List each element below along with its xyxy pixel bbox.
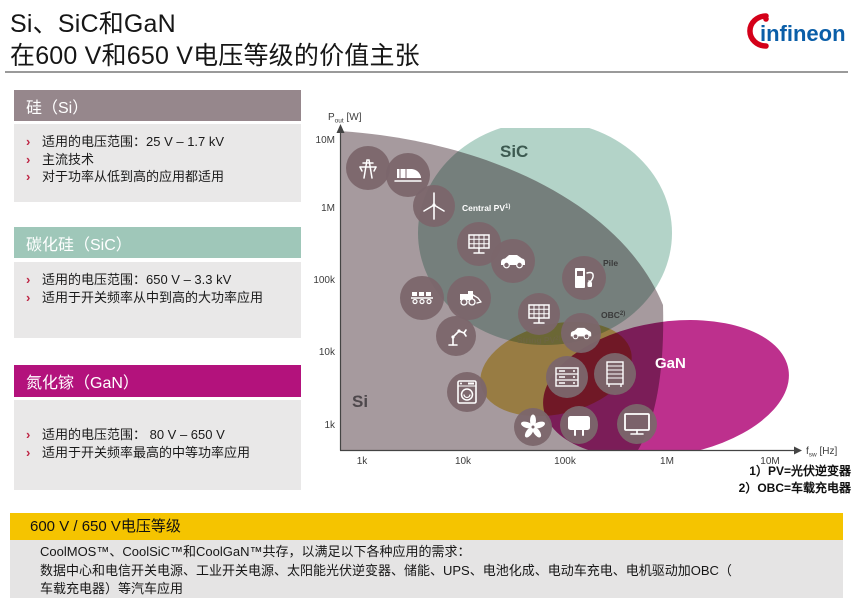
central-pv-label: Central PV1) [462,203,510,213]
bullet-text: 适用于开关频率从中到高的大功率应用 [42,289,264,305]
panel-gan-body: › 适用的电压范围： 80 V – 650 V › 适用于开关频率最高的中等功率… [14,400,301,490]
bullet-text: 对于功率从低到高的应用都适用 [42,169,225,184]
body-line: 车载充电器）等汽车应用 [40,581,184,596]
fan-icon [514,408,552,446]
wind-turbine-icon [413,185,455,227]
page-title: Si、SiC和GaN [10,10,176,38]
footnote-pv: 1）PV=光伏逆变器 [749,463,852,478]
logo-text: infineon [760,21,846,46]
panel-si-body: › 适用的电压范围：25 V – 1.7 kV › 主流技术 › 对于功率从低到… [14,124,301,202]
body-line: CoolMOS™、CoolSiC™和CoolGaN™共存，以满足以下各种应用的需… [40,544,471,559]
footnote-obc: 2）OBC=车载充电器 [739,480,852,495]
server-tower-icon [594,353,636,395]
x-tick: 10M [760,456,779,467]
list-item: › 适用的电压范围：650 V – 3.3 kV [24,271,293,289]
logo-dot-icon [763,16,769,22]
list-item: › 适用的电压范围：25 V – 1.7 kV [24,133,293,151]
panel-sic-header: 碳化硅（SiC） [14,227,301,258]
y-tick: 10k [319,347,336,358]
wheel-loader-icon [447,276,491,320]
header-divider [5,71,848,73]
y-tick: 1M [321,203,335,214]
y-axis-label: Pout [W] [328,112,362,125]
ev-charging-pile-icon [562,256,606,300]
panel-si-header: 硅（Si） [14,90,301,121]
power-adapter-icon [560,406,598,444]
conveyor-icon [400,276,444,320]
y-tick: 1k [324,420,336,431]
list-item: › 对于功率从低到高的应用都适用 [24,168,293,186]
bullet-text: 适用的电压范围： 80 V – 650 V [42,427,225,442]
train-icon [386,153,430,197]
x-axis-arrow-icon [794,446,802,455]
monitor-icon [617,404,657,444]
chevron-bullet-icon: › [26,289,31,305]
obc-car-icon [561,313,601,353]
bullet-text: 适用的电压范围：25 V – 1.7 kV [42,134,225,149]
si-region-label: Si [352,392,368,411]
x-tick: 1k [357,456,369,467]
x-tick: 10k [455,456,472,467]
sic-region-label: SiC [500,142,528,161]
page-subtitle: 在600 V和650 V电压等级的价值主张 [10,42,420,70]
x-axis-label: fsw [Hz] [806,446,838,459]
y-tick: 10M [316,135,335,146]
list-item: › 适用于开关频率最高的中等功率应用 [24,444,293,462]
chevron-bullet-icon: › [26,169,31,184]
body-line: 数据中心和电信开关电源、工业开关电源、太阳能光伏逆变器、储能、UPS、电池化成、… [40,562,732,578]
string-pv-solar-icon [518,293,560,335]
panel-sic-body: › 适用的电压范围：650 V – 3.3 kV › 适用于开关频率从中到高的大… [14,262,301,338]
bullet-text: 主流技术 [42,151,95,167]
central-pv-solar-icon [457,222,501,266]
y-axis-arrow-icon [336,124,345,133]
server-rack-icon [546,356,588,398]
bullet-text: 适用的电压范围：650 V – 3.3 kV [42,272,232,287]
panel-gan-header: 氮化镓（GaN） [14,365,301,397]
list-item: › 适用于开关频率从中到高的大功率应用 [24,289,293,307]
y-tick: 100k [313,275,336,286]
chevron-bullet-icon: › [26,151,31,167]
pile-label: Pile [603,258,618,268]
application-icons [346,146,657,446]
voltage-class-body: CoolMOS™、CoolSiC™和CoolGaN™共存，以满足以下各种应用的需… [10,540,843,598]
bullet-text: 适用于开关频率最高的中等功率应用 [42,444,251,460]
gan-region-label: GaN [655,355,686,372]
x-tick: 1M [660,456,674,467]
chevron-bullet-icon: › [26,272,31,287]
technology-positioning-chart: SiC Si GaN Central PV1) Pile OBC2) Strin… [313,112,852,495]
obc-label: OBC2) [601,310,625,320]
car-icon [491,239,535,283]
washing-machine-icon [447,372,487,412]
infineon-logo: infineon [747,13,846,49]
x-tick: 100k [554,456,577,467]
list-item: › 主流技术 [24,151,293,169]
power-transmission-icon [346,146,390,190]
list-item: › 适用的电压范围： 80 V – 650 V [24,426,293,444]
string-pv-label: String PV2) [517,335,561,345]
chevron-bullet-icon: › [26,134,31,149]
chevron-bullet-icon: › [26,444,31,460]
chevron-bullet-icon: › [26,427,31,442]
voltage-class-bar: 600 V / 650 V电压等级 [10,513,843,540]
robot-arm-icon [436,316,476,356]
logo-arc-icon [747,13,769,49]
